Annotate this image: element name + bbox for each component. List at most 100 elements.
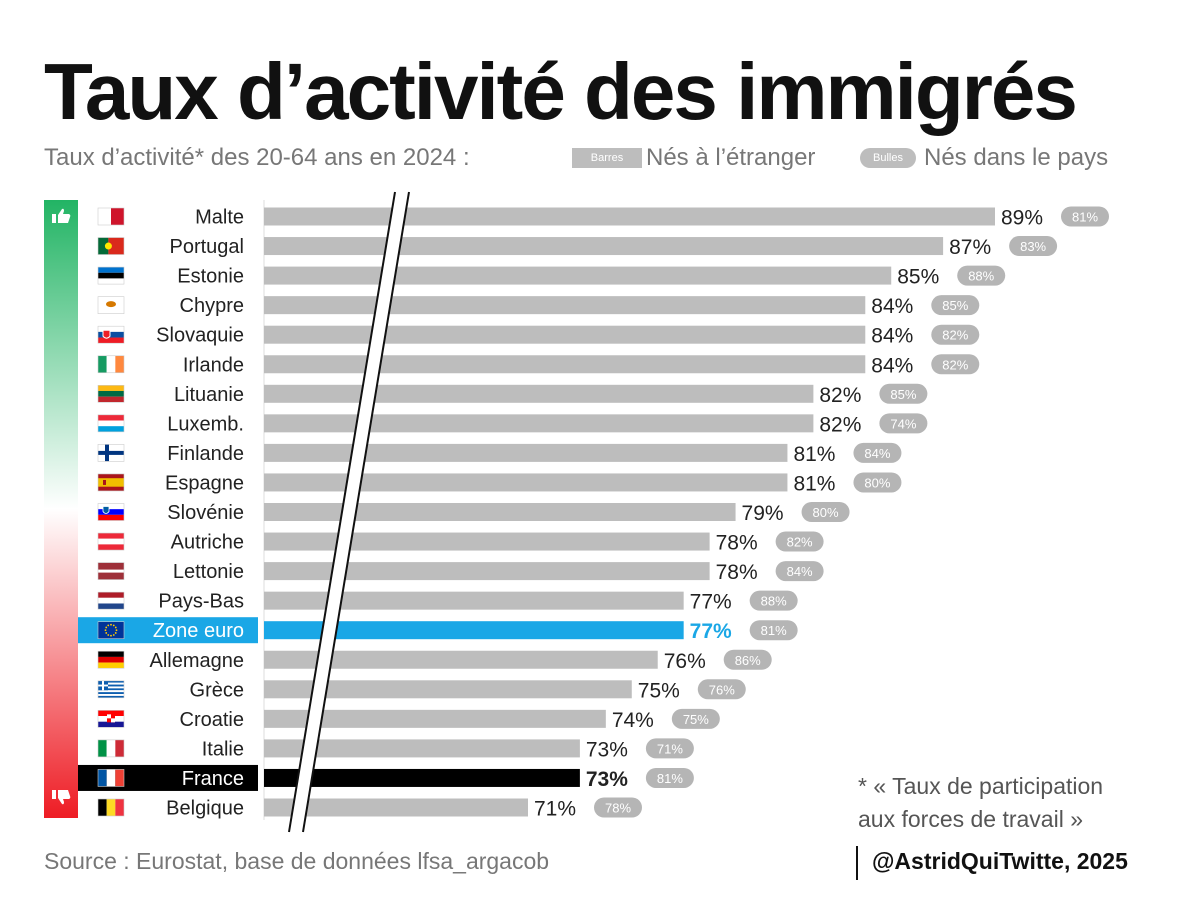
legend-bubble-swatch: Bulles: [860, 148, 916, 168]
bar-value-label: 82%: [819, 384, 861, 407]
bar-value-label: 71%: [534, 798, 576, 821]
country-label: Italie: [202, 738, 244, 760]
bubble: [645, 738, 694, 759]
bar-value-label: 84%: [871, 325, 913, 348]
bar-value-label: 77%: [690, 591, 732, 614]
country-label: France: [182, 768, 244, 790]
bubble: [879, 413, 928, 434]
bar: [264, 473, 788, 492]
flag-nl-icon: [97, 591, 125, 610]
bubble-value-label: 88%: [968, 269, 994, 284]
chart-title: Taux d’activité des immigrés: [44, 47, 1078, 136]
bubble: [594, 797, 642, 818]
flag-at-icon: [97, 532, 125, 551]
bubble-value-label: 82%: [942, 357, 968, 372]
bar-value-label: 78%: [716, 561, 758, 584]
bubble: [853, 442, 902, 463]
bubble: [749, 590, 798, 611]
flag-fi-icon: [97, 444, 125, 462]
bubble-value-label: 84%: [787, 564, 813, 579]
bar: [264, 355, 866, 374]
country-label: Slovénie: [167, 502, 244, 524]
bubble-value-label: 82%: [787, 535, 813, 550]
bubble: [879, 383, 928, 404]
flag-fr-icon: [97, 769, 125, 787]
bubble: [1061, 206, 1109, 227]
thumbs-down-icon: [52, 790, 71, 805]
bubble: [931, 354, 980, 375]
bar-value-label: 84%: [871, 295, 913, 318]
country-label: Irlande: [183, 354, 244, 376]
bar: [264, 768, 580, 787]
bubble: [1009, 236, 1058, 257]
bar-value-label: 77%: [690, 620, 732, 643]
bar: [264, 384, 814, 403]
bubble: [645, 767, 694, 788]
legend-bubble-label: Nés dans le pays: [924, 144, 1109, 171]
footnote-line-1: * « Taux de participation: [858, 773, 1104, 799]
bubble-value-label: 83%: [1020, 239, 1046, 254]
bubble-value-label: 85%: [890, 387, 916, 402]
credit: @AstridQuiTwitte, 2025: [872, 848, 1128, 874]
country-label: Grèce: [190, 679, 244, 701]
bar-value-label: 73%: [586, 738, 628, 761]
flag-be-icon: [97, 798, 125, 817]
bar-value-label: 73%: [586, 768, 628, 791]
bubble-value-label: 88%: [761, 594, 787, 609]
ranking-gradient-bar: [44, 200, 78, 818]
country-label: Lituanie: [174, 384, 244, 406]
bubble: [697, 679, 746, 700]
bar: [264, 591, 684, 610]
bubble: [749, 620, 798, 641]
flag-es-icon: [97, 473, 125, 492]
flag-lt-icon: [97, 384, 125, 403]
bar-value-label: 76%: [664, 650, 706, 673]
bar-value-label: 87%: [949, 236, 991, 259]
bar: [264, 680, 632, 699]
country-label: Zone euro: [153, 620, 244, 642]
bubble: [931, 324, 980, 345]
bubble: [957, 265, 1006, 286]
bar: [264, 296, 866, 315]
bar: [264, 266, 892, 285]
bar-value-label: 85%: [897, 266, 939, 289]
bubble-value-label: 71%: [657, 741, 683, 756]
bubble: [775, 561, 824, 582]
bar-value-label: 89%: [1001, 207, 1043, 230]
bar: [264, 207, 995, 226]
bubble: [723, 649, 772, 670]
country-label: Chypre: [180, 295, 244, 317]
flag-si-icon: [97, 503, 125, 521]
flag-sk-icon: [97, 325, 125, 344]
bubble: [671, 708, 720, 729]
flag-gr-icon: [97, 680, 125, 699]
bubble: [775, 531, 824, 552]
bar-value-label: 78%: [716, 532, 758, 555]
bar-value-label: 84%: [871, 354, 913, 377]
bubble-value-label: 84%: [864, 446, 890, 461]
bar-value-label: 82%: [819, 413, 861, 436]
bubble-value-label: 74%: [890, 416, 916, 431]
flag-lv-icon: [97, 562, 125, 580]
bubble-value-label: 80%: [864, 475, 890, 490]
bar-value-label: 81%: [793, 472, 835, 495]
bar: [264, 562, 710, 581]
footnote: * « Taux de participation aux forces de …: [858, 770, 1103, 836]
bubble-value-label: 86%: [735, 653, 761, 668]
country-label: Lettonie: [173, 561, 244, 583]
flag-mt-icon: [97, 207, 125, 226]
bubble-value-label: 75%: [683, 712, 709, 727]
bar: [264, 650, 658, 669]
flag-de-icon: [97, 650, 125, 669]
bubble-value-label: 81%: [761, 623, 787, 638]
bubble: [931, 295, 980, 316]
flag-ie-icon: [97, 355, 125, 374]
country-label: Malte: [195, 207, 244, 229]
bubble-value-label: 82%: [942, 328, 968, 343]
country-label: Pays-Bas: [158, 591, 244, 613]
legend-bar-label: Nés à l’étranger: [646, 144, 816, 171]
flag-pt-icon: [97, 237, 125, 255]
flag-hr-icon: [97, 710, 125, 728]
bubble-value-label: 81%: [657, 771, 683, 786]
